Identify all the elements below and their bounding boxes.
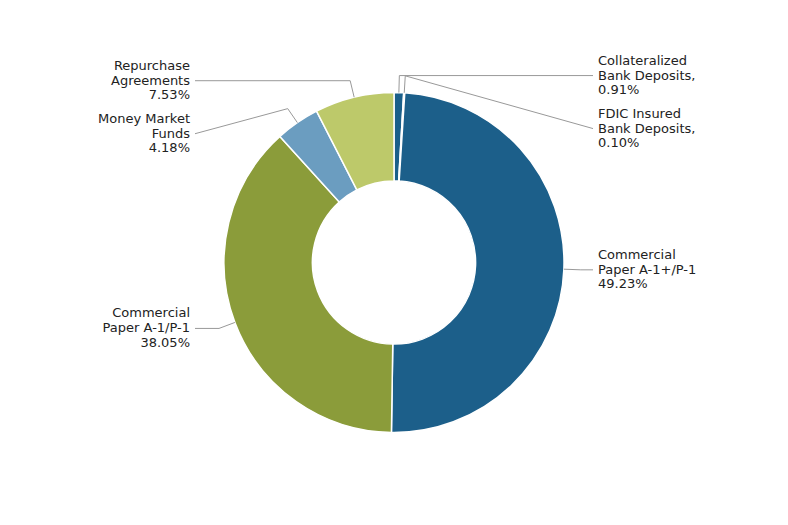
category-label-line: Agreements [111,72,190,87]
chart: CollateralizedBank Deposits,0.91%FDIC In… [0,0,788,525]
slice [391,93,564,433]
value-label: 49.23% [598,276,648,291]
value-label: 0.91% [598,82,639,97]
value-label: 7.53% [149,87,190,102]
value-label: 0.10% [598,135,639,150]
value-label: 38.05% [140,335,190,350]
category-label-line: Bank Deposits, [598,120,695,135]
category-label-line: FDIC Insured [598,105,681,120]
leader-line [404,76,593,129]
leader-line [195,322,235,328]
category-label-line: Funds [152,125,190,140]
category-label-line: Bank Deposits, [598,67,695,82]
category-label-line: Money Market [98,110,190,125]
category-label-line: Commercial [112,305,190,320]
category-label-line: Repurchase [114,57,190,72]
category-label: FDIC InsuredBank Deposits, [598,105,695,135]
leader-line [399,76,593,93]
category-label-line: Commercial [598,246,676,261]
value-label: 4.18% [149,140,190,155]
category-label-line: Collateralized [598,52,687,67]
leader-line [195,109,297,134]
category-label: RepurchaseAgreements [111,57,190,87]
plot: CollateralizedBank Deposits,0.91%FDIC In… [98,52,696,432]
category-label-line: Paper A-1+/P-1 [598,261,696,276]
leader-line [195,81,354,98]
leader-line [564,269,593,271]
labels: CollateralizedBank Deposits,0.91%FDIC In… [98,52,696,350]
category-label: CommercialPaper A-1+/P-1 [598,246,696,276]
category-label-line: Paper A-1/P-1 [103,320,190,335]
category-label: Money MarketFunds [98,110,190,140]
category-label: CollateralizedBank Deposits, [598,52,695,82]
category-label: CommercialPaper A-1/P-1 [103,305,190,335]
slice [317,93,394,190]
slices [224,93,564,433]
